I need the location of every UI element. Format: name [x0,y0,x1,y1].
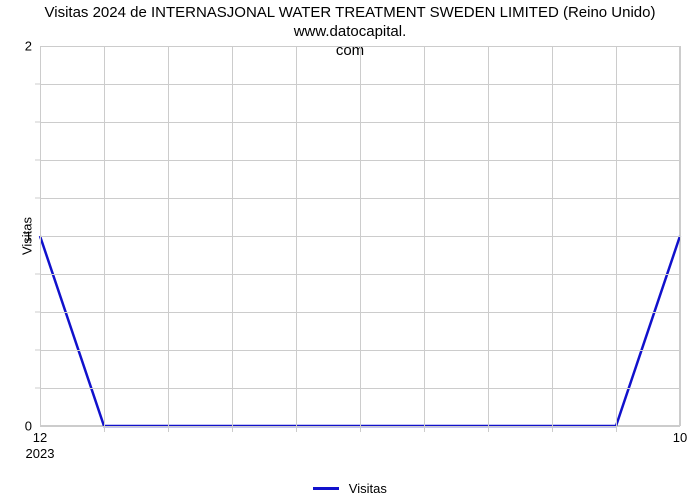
x-tick-minor [488,426,489,432]
y-tick-minor [35,160,41,161]
x-sub-label: 2023 [26,446,55,461]
y-tick-minor [35,84,41,85]
x-tick-minor [360,426,361,432]
plot-area: Visitas 01212102023 [40,46,680,426]
gridline-vertical [488,46,489,426]
x-tick-minor [552,426,553,432]
gridline-vertical [232,46,233,426]
gridline-vertical [680,46,681,426]
x-tick-label: 10 [673,430,687,445]
y-tick-label: 0 [25,419,32,434]
y-tick-minor [35,312,41,313]
y-tick-minor [35,274,41,275]
x-tick-minor [296,426,297,432]
legend: Visitas [0,480,700,496]
gridline-vertical [424,46,425,426]
y-tick-minor [35,388,41,389]
gridline-vertical [168,46,169,426]
x-tick-label: 12 [33,430,47,445]
x-tick-minor [104,426,105,432]
gridline-vertical [296,46,297,426]
gridline-vertical [552,46,553,426]
gridline-vertical [104,46,105,426]
y-tick-label: 2 [25,39,32,54]
x-tick-minor [168,426,169,432]
gridline-vertical [616,46,617,426]
gridline-vertical [40,46,41,426]
y-tick-minor [35,198,41,199]
y-tick-minor [35,350,41,351]
legend-swatch [313,487,339,490]
x-tick-minor [616,426,617,432]
gridline-vertical [360,46,361,426]
y-tick-minor [35,122,41,123]
y-tick-label: 1 [25,229,32,244]
legend-label: Visitas [349,481,387,496]
x-tick-minor [424,426,425,432]
line-chart: Visitas 2024 de INTERNASJONAL WATER TREA… [0,0,700,500]
x-tick-minor [232,426,233,432]
